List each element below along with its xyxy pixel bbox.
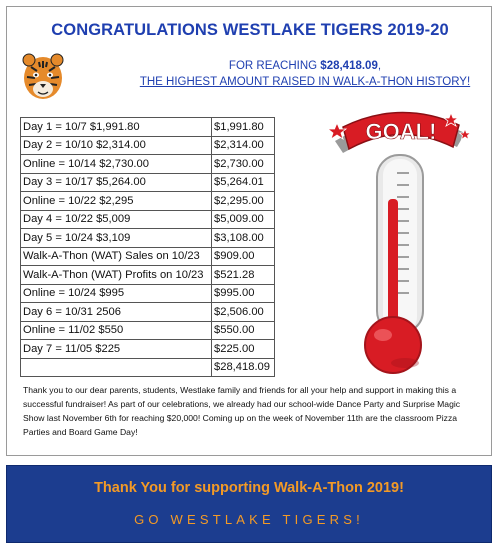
table-row: Day 4 = 10/22 $5,009 $5,009.00	[20, 209, 275, 229]
row-amount: $3,108.00	[211, 228, 275, 248]
goal-sign: GOAL!	[335, 111, 465, 153]
total-amount: $28,418.09	[211, 357, 275, 377]
row-label: Walk-A-Thon (WAT) Profits on 10/23	[20, 265, 212, 285]
row-amount: $909.00	[211, 246, 275, 266]
thermometer-fill	[388, 199, 398, 343]
reach-prefix: FOR REACHING	[228, 60, 321, 72]
table-total-row: $28,418.09	[20, 357, 275, 377]
banner-line-1: Thank You for supporting Walk-A-Thon 201…	[94, 480, 404, 496]
row-amount: $225.00	[211, 339, 275, 359]
row-amount: $2,730.00	[211, 154, 275, 174]
table-row: Walk-A-Thon (WAT) Sales on 10/23 $909.00	[20, 246, 275, 266]
row-amount: $1,991.80	[211, 117, 275, 137]
table-row: Online = 10/22 $2,295 $2,295.00	[20, 191, 275, 211]
row-label: Online = 10/22 $2,295	[20, 191, 212, 211]
row-amount: $2,506.00	[211, 302, 275, 322]
row-label: Day 1 = 10/7 $1,991.80	[20, 117, 212, 137]
table-row: Day 2 = 10/10 $2,314.00 $2,314.00	[20, 135, 275, 155]
banner-line-2: GO WESTLAKE TIGERS!	[134, 512, 364, 527]
reach-amount: $28,418.09	[320, 60, 378, 72]
goal-sign-text: GOAL!	[366, 119, 437, 144]
table-row: Day 3 = 10/17 $5,264.00 $5,264.01	[20, 172, 275, 192]
row-label: Day 6 = 10/31 2506	[20, 302, 212, 322]
row-label: Day 7 = 11/05 $225	[20, 339, 212, 359]
row-label	[20, 357, 212, 377]
row-amount: $2,295.00	[211, 191, 275, 211]
row-amount: $5,264.01	[211, 172, 275, 192]
row-amount: $2,314.00	[211, 135, 275, 155]
table-row: Online = 11/02 $550 $550.00	[20, 320, 275, 340]
table-row: Day 7 = 11/05 $225 $225.00	[20, 339, 275, 359]
table-row: Online = 10/14 $2,730.00 $2,730.00	[20, 154, 275, 174]
tiger-mascot-icon	[22, 53, 64, 99]
row-amount: $550.00	[211, 320, 275, 340]
reach-line-2: THE HIGHEST AMOUNT RAISED IN WALK-A-THON…	[139, 76, 471, 88]
table-row: Online = 10/24 $995 $995.00	[20, 283, 275, 303]
row-label: Day 5 = 10/24 $3,109	[20, 228, 212, 248]
flyer-card: CONGRATULATIONS WESTLAKE TIGERS 2019-20 …	[6, 6, 492, 456]
row-label: Walk-A-Thon (WAT) Sales on 10/23	[20, 246, 212, 266]
row-amount: $521.28	[211, 265, 275, 285]
row-label: Day 2 = 10/10 $2,314.00	[20, 135, 212, 155]
thanks-paragraph: Thank you to our dear parents, students,…	[23, 385, 461, 437]
table-row: Walk-A-Thon (WAT) Profits on 10/23 $521.2…	[20, 265, 275, 285]
row-label: Online = 10/14 $2,730.00	[20, 154, 212, 174]
goal-thermometer: GOAL!	[326, 111, 472, 374]
thank-you-banner: Thank You for supporting Walk-A-Thon 201…	[6, 465, 492, 543]
donations-table: Day 1 = 10/7 $1,991.80 $1,991.80 Day 2 = …	[20, 117, 275, 377]
table-row: Day 1 = 10/7 $1,991.80 $1,991.80	[20, 117, 275, 137]
reach-suffix: ,	[377, 60, 382, 72]
table-row: Day 5 = 10/24 $3,109 $3,108.00	[20, 228, 275, 248]
row-amount: $995.00	[211, 283, 275, 303]
reach-line-1: FOR REACHING $28,418.09,	[125, 60, 485, 72]
row-amount: $5,009.00	[211, 209, 275, 229]
star-icon	[326, 111, 472, 141]
table-row: Day 6 = 10/31 2506 $2,506.00	[20, 302, 275, 322]
row-label: Online = 11/02 $550	[20, 320, 212, 340]
thermometer-ticks	[397, 172, 409, 294]
page-title: CONGRATULATIONS WESTLAKE TIGERS 2019-20	[51, 21, 449, 39]
row-label: Day 4 = 10/22 $5,009	[20, 209, 212, 229]
row-label: Online = 10/24 $995	[20, 283, 212, 303]
row-label: Day 3 = 10/17 $5,264.00	[20, 172, 212, 192]
